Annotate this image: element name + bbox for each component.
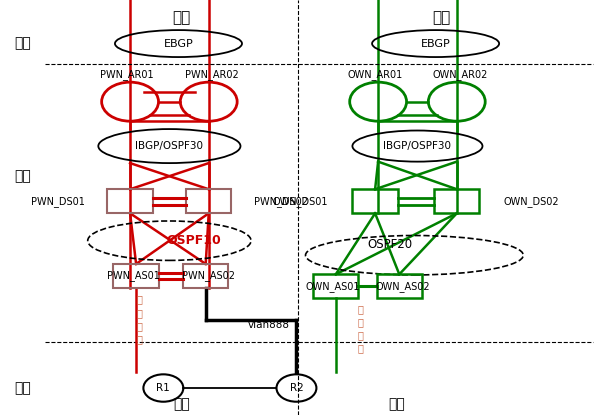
- Text: 静: 静: [136, 295, 142, 305]
- Text: 静: 静: [357, 304, 363, 314]
- Text: PWN_DS02: PWN_DS02: [254, 196, 308, 207]
- Text: 由: 由: [136, 334, 142, 344]
- Text: vlan888: vlan888: [248, 320, 290, 330]
- Text: 路: 路: [136, 321, 142, 331]
- Text: OWN_AR02: OWN_AR02: [432, 69, 488, 80]
- Text: 由: 由: [357, 344, 363, 354]
- Text: 路: 路: [357, 330, 363, 340]
- Text: PWN_DS01: PWN_DS01: [31, 196, 85, 207]
- Text: PWN_AR02: PWN_AR02: [185, 69, 238, 80]
- Text: IBGP/OSPF30: IBGP/OSPF30: [136, 141, 203, 151]
- Text: OWN_AS02: OWN_AS02: [375, 281, 430, 292]
- Text: 办公: 办公: [388, 397, 405, 411]
- Text: OSPF10: OSPF10: [166, 234, 221, 247]
- Text: PWN_AS02: PWN_AS02: [182, 271, 235, 281]
- Text: 网点: 网点: [15, 381, 31, 395]
- Text: 态: 态: [136, 308, 142, 318]
- Text: PWN_AR01: PWN_AR01: [100, 69, 154, 80]
- Text: OSPF20: OSPF20: [368, 238, 413, 251]
- Text: R1: R1: [157, 383, 170, 393]
- Text: EBGP: EBGP: [420, 39, 451, 49]
- Text: OWN_DS02: OWN_DS02: [504, 196, 560, 207]
- Text: 态: 态: [357, 317, 363, 327]
- Text: PWN_AS01: PWN_AS01: [106, 271, 160, 281]
- Text: 办公: 办公: [433, 10, 451, 25]
- Text: R2: R2: [290, 383, 303, 393]
- Text: 市行: 市行: [15, 169, 31, 183]
- Text: 生产: 生产: [173, 397, 190, 411]
- Text: 生产: 生产: [172, 10, 191, 25]
- Text: EBGP: EBGP: [163, 39, 194, 49]
- Text: 省行: 省行: [15, 37, 31, 51]
- Text: OWN_DS01: OWN_DS01: [272, 196, 328, 207]
- Text: OWN_AR01: OWN_AR01: [347, 69, 403, 80]
- Text: IBGP/OSPF30: IBGP/OSPF30: [384, 141, 451, 151]
- Text: OWN_AS01: OWN_AS01: [306, 281, 360, 292]
